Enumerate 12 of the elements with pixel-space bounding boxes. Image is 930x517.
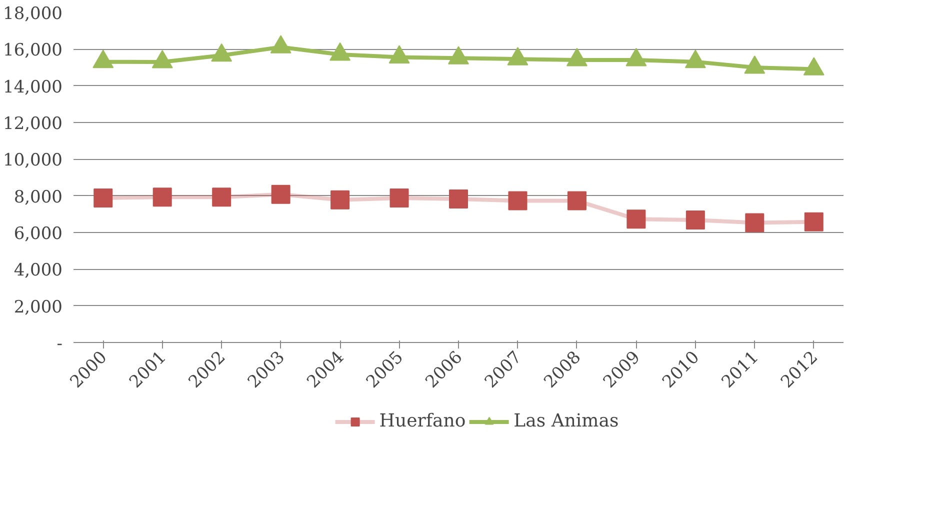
y-tick-label: 12,000 <box>3 114 62 134</box>
y-tick-label: 14,000 <box>3 77 62 98</box>
legend-label: Huerfano <box>379 410 466 432</box>
legend-label: Las Animas <box>514 410 619 432</box>
y-tick-label: 8,000 <box>14 187 63 208</box>
y-tick-label: 16,000 <box>3 40 62 61</box>
y-tick-label: 18,000 <box>3 4 62 24</box>
y-tick-label: 6,000 <box>14 224 63 244</box>
y-tick-label: - <box>56 334 63 354</box>
y-tick-label: 2,000 <box>14 297 63 318</box>
y-tick-label: 10,000 <box>3 150 62 171</box>
y-tick-label: 4,000 <box>14 260 63 281</box>
